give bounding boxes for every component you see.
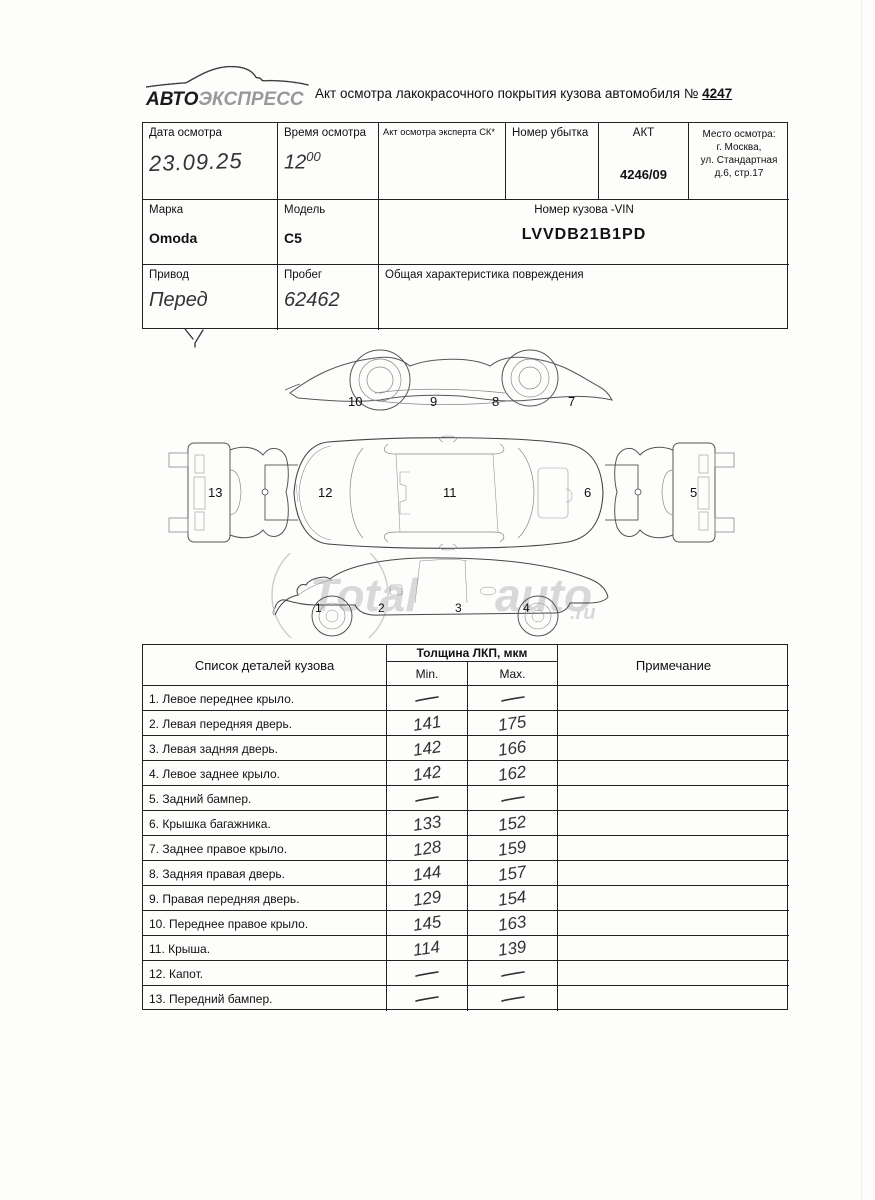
- svg-text:6: 6: [584, 485, 591, 500]
- svg-text:12: 12: [318, 485, 332, 500]
- svg-text:9: 9: [430, 394, 437, 409]
- svg-text:8: 8: [492, 394, 499, 409]
- svg-text:11: 11: [443, 485, 457, 500]
- svg-text:13: 13: [208, 485, 222, 500]
- svg-text:5: 5: [690, 485, 697, 500]
- svg-text:7: 7: [568, 394, 575, 409]
- svg-text:10: 10: [348, 394, 362, 409]
